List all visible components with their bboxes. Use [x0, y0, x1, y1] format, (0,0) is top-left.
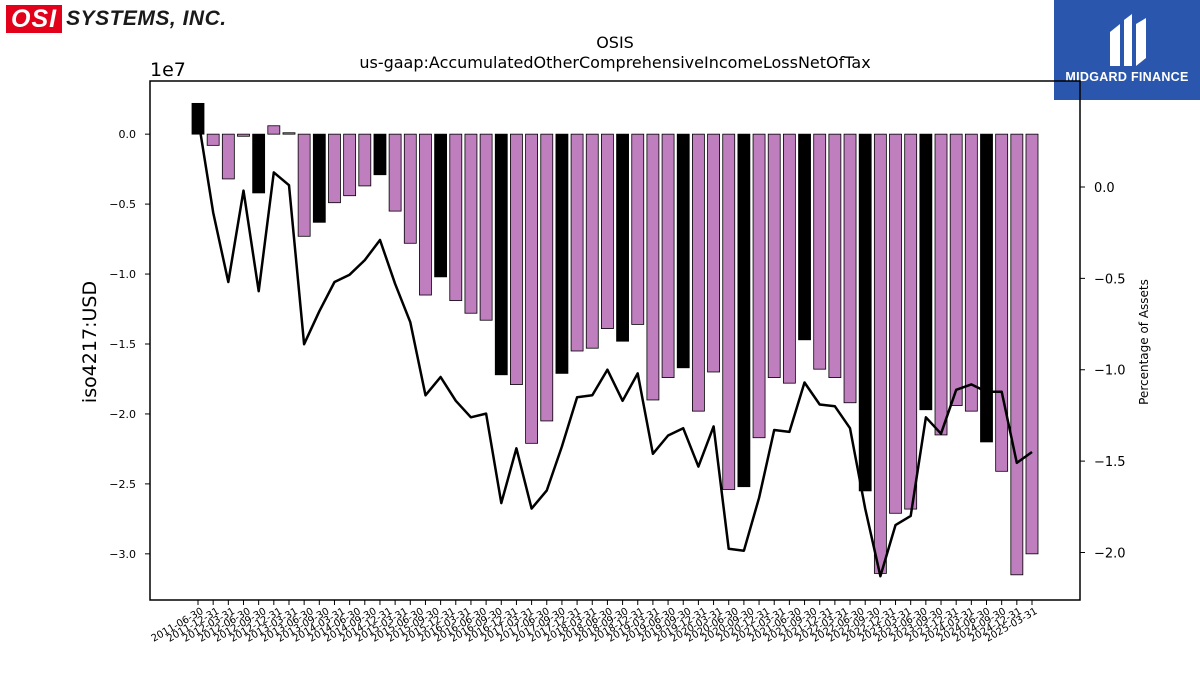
- bar: [282, 132, 296, 135]
- bar: [813, 133, 827, 370]
- bar: [252, 133, 266, 194]
- bar: [1010, 133, 1024, 576]
- y-tick-label: −3.0: [109, 548, 136, 561]
- bar: [570, 133, 584, 352]
- bar: [767, 133, 781, 378]
- y2-tick-label: −1.0: [1094, 364, 1126, 379]
- bar: [889, 133, 902, 514]
- bar: [828, 133, 842, 378]
- bar: [934, 133, 948, 436]
- bar: [343, 133, 357, 197]
- osi-logo-wordmark: SYSTEMS, INC.: [66, 7, 227, 30]
- bar: [555, 133, 569, 374]
- plot-frame: [149, 80, 1081, 601]
- y-tick-label: 0.0: [119, 128, 137, 141]
- bar: [585, 133, 599, 349]
- bar: [904, 133, 918, 510]
- y-tick-label: −1.5: [109, 338, 136, 351]
- bar: [661, 133, 675, 378]
- bar: [601, 133, 614, 330]
- bar: [676, 133, 690, 369]
- bar: [919, 133, 933, 411]
- bar: [692, 133, 705, 412]
- bar: [540, 133, 554, 422]
- bar: [328, 133, 341, 204]
- chart-subtitle: us-gaap:AccumulatedOtherComprehensiveInc…: [359, 53, 870, 72]
- bar: [525, 133, 538, 444]
- y2-tick-label: −1.5: [1094, 455, 1126, 470]
- bar: [403, 133, 417, 244]
- bar: [858, 133, 872, 492]
- bar: [949, 133, 963, 406]
- bar: [707, 133, 720, 373]
- bar: [752, 133, 766, 439]
- bar: [388, 133, 402, 212]
- bar: [297, 133, 311, 237]
- bar: [479, 133, 493, 321]
- midgard-emblem-icon: [1110, 14, 1146, 66]
- y-tick-label: −2.5: [109, 478, 136, 491]
- bar: [980, 133, 993, 443]
- y2-tick-label: −0.5: [1094, 272, 1126, 287]
- midgard-finance-name: MIDGARD FINANCE: [1065, 70, 1189, 84]
- bar: [782, 133, 796, 384]
- bar: [358, 133, 372, 187]
- bar: [722, 133, 736, 490]
- bar: [312, 133, 326, 223]
- bar: [373, 133, 387, 176]
- bar: [449, 133, 463, 302]
- bar: [419, 133, 432, 296]
- series-line: [196, 117, 1033, 578]
- bar: [221, 133, 235, 180]
- bar: [494, 133, 508, 376]
- osi-systems-logo: OSI SYSTEMS, INC.: [6, 4, 227, 34]
- bar: [464, 133, 478, 314]
- y-tick-label: −2.0: [109, 408, 136, 421]
- y-tick-label: −0.5: [109, 198, 136, 211]
- chart-title: OSIS: [596, 33, 634, 52]
- bar: [646, 133, 660, 401]
- bar: [995, 133, 1009, 472]
- bar: [267, 125, 281, 135]
- midgard-finance-logo: MIDGARD FINANCE: [1054, 0, 1200, 100]
- bar: [616, 133, 629, 342]
- bar: [237, 133, 250, 137]
- y-axis-label: iso4217:USD: [79, 281, 101, 403]
- y2-tick-label: −2.0: [1094, 546, 1126, 561]
- bar: [434, 133, 448, 278]
- osi-logo-mark: OSI: [6, 5, 63, 33]
- bar: [1025, 133, 1039, 555]
- bar: [964, 133, 978, 412]
- bar: [798, 133, 811, 341]
- y2-tick-label: 0.0: [1094, 181, 1115, 196]
- bar: [737, 133, 751, 488]
- y-tick-label: −1.0: [109, 268, 136, 281]
- y2-axis-label: Percentage of Assets: [1137, 279, 1151, 405]
- bar: [510, 133, 523, 385]
- y-axis-offset-label: 1e7: [150, 59, 186, 81]
- bar: [873, 133, 887, 574]
- bar: [631, 133, 645, 325]
- bar: [206, 133, 220, 146]
- bar: [843, 133, 857, 404]
